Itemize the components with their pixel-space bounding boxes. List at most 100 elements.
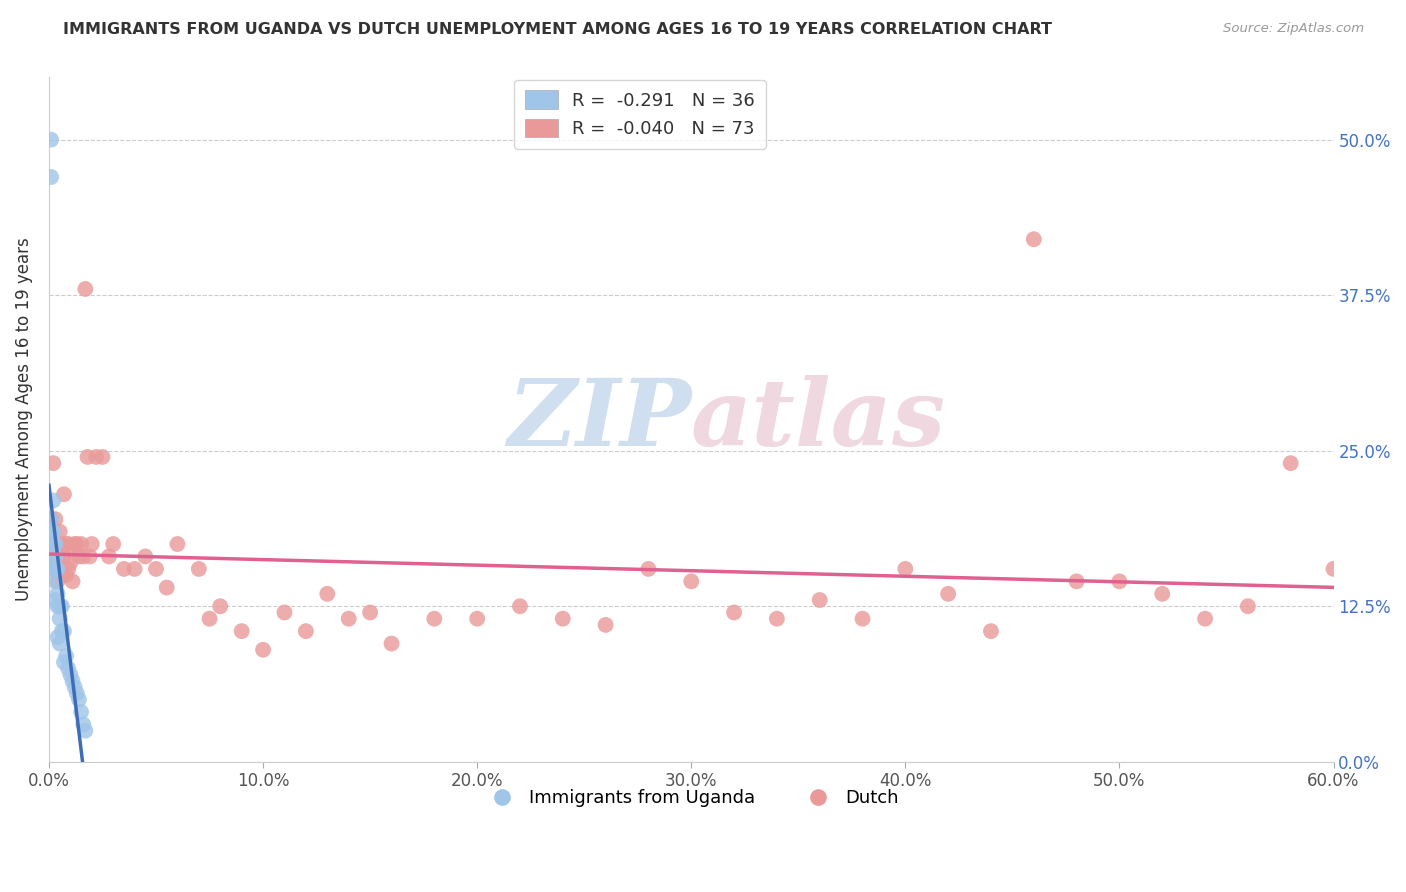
- Point: [42, 537, 65, 551]
- Point: [894, 562, 917, 576]
- Point: [44, 593, 66, 607]
- Point: [551, 612, 574, 626]
- Point: [39, 549, 62, 564]
- Point: [465, 612, 488, 626]
- Point: [52, 549, 75, 564]
- Point: [46, 599, 69, 614]
- Point: [723, 606, 745, 620]
- Point: [44, 562, 66, 576]
- Point: [42, 493, 65, 508]
- Point: [59, 667, 82, 681]
- Point: [39, 512, 62, 526]
- Point: [46, 587, 69, 601]
- Point: [67, 692, 90, 706]
- Point: [91, 450, 114, 464]
- Point: [46, 631, 69, 645]
- Point: [42, 524, 65, 539]
- Point: [52, 487, 75, 501]
- Point: [295, 624, 318, 639]
- Point: [423, 612, 446, 626]
- Point: [595, 618, 617, 632]
- Point: [509, 599, 531, 614]
- Point: [55, 648, 77, 663]
- Point: [79, 549, 101, 564]
- Point: [42, 562, 65, 576]
- Point: [70, 537, 93, 551]
- Point: [72, 549, 94, 564]
- Point: [134, 549, 156, 564]
- Point: [39, 169, 62, 184]
- Point: [380, 636, 402, 650]
- Text: atlas: atlas: [692, 375, 946, 465]
- Point: [936, 587, 959, 601]
- Text: IMMIGRANTS FROM UGANDA VS DUTCH UNEMPLOYMENT AMONG AGES 16 TO 19 YEARS CORRELATI: IMMIGRANTS FROM UGANDA VS DUTCH UNEMPLOY…: [63, 22, 1052, 37]
- Point: [124, 562, 146, 576]
- Point: [42, 456, 65, 470]
- Point: [1152, 587, 1174, 601]
- Point: [51, 599, 73, 614]
- Point: [851, 612, 873, 626]
- Point: [42, 549, 65, 564]
- Point: [62, 574, 84, 589]
- Point: [48, 612, 70, 626]
- Point: [273, 606, 295, 620]
- Point: [1322, 562, 1344, 576]
- Point: [63, 537, 86, 551]
- Point: [84, 450, 107, 464]
- Point: [1066, 574, 1088, 589]
- Point: [70, 705, 93, 719]
- Point: [637, 562, 659, 576]
- Point: [55, 568, 77, 582]
- Point: [681, 574, 703, 589]
- Point: [156, 581, 179, 595]
- Point: [72, 717, 94, 731]
- Point: [51, 568, 73, 582]
- Point: [66, 686, 89, 700]
- Point: [187, 562, 209, 576]
- Point: [231, 624, 253, 639]
- Point: [75, 282, 97, 296]
- Point: [67, 549, 90, 564]
- Point: [51, 537, 73, 551]
- Point: [103, 537, 125, 551]
- Point: [55, 537, 77, 551]
- Point: [58, 661, 80, 675]
- Point: [316, 587, 339, 601]
- Point: [1237, 599, 1260, 614]
- Point: [58, 537, 80, 551]
- Point: [198, 612, 221, 626]
- Point: [209, 599, 232, 614]
- Point: [62, 673, 84, 688]
- Point: [44, 574, 66, 589]
- Point: [1194, 612, 1216, 626]
- Point: [46, 574, 69, 589]
- Point: [48, 599, 70, 614]
- Point: [46, 549, 69, 564]
- Point: [39, 133, 62, 147]
- Text: ZIP: ZIP: [508, 375, 692, 465]
- Point: [63, 680, 86, 694]
- Point: [48, 524, 70, 539]
- Point: [337, 612, 360, 626]
- Point: [1108, 574, 1130, 589]
- Point: [46, 562, 69, 576]
- Point: [48, 636, 70, 650]
- Point: [145, 562, 167, 576]
- Point: [97, 549, 120, 564]
- Point: [44, 549, 66, 564]
- Point: [44, 512, 66, 526]
- Point: [52, 624, 75, 639]
- Point: [58, 562, 80, 576]
- Point: [44, 549, 66, 564]
- Point: [808, 593, 831, 607]
- Point: [80, 537, 103, 551]
- Y-axis label: Unemployment Among Ages 16 to 19 years: Unemployment Among Ages 16 to 19 years: [15, 238, 32, 601]
- Point: [112, 562, 135, 576]
- Point: [39, 512, 62, 526]
- Point: [51, 624, 73, 639]
- Point: [52, 655, 75, 669]
- Point: [44, 537, 66, 551]
- Point: [39, 524, 62, 539]
- Point: [1279, 456, 1302, 470]
- Point: [359, 606, 381, 620]
